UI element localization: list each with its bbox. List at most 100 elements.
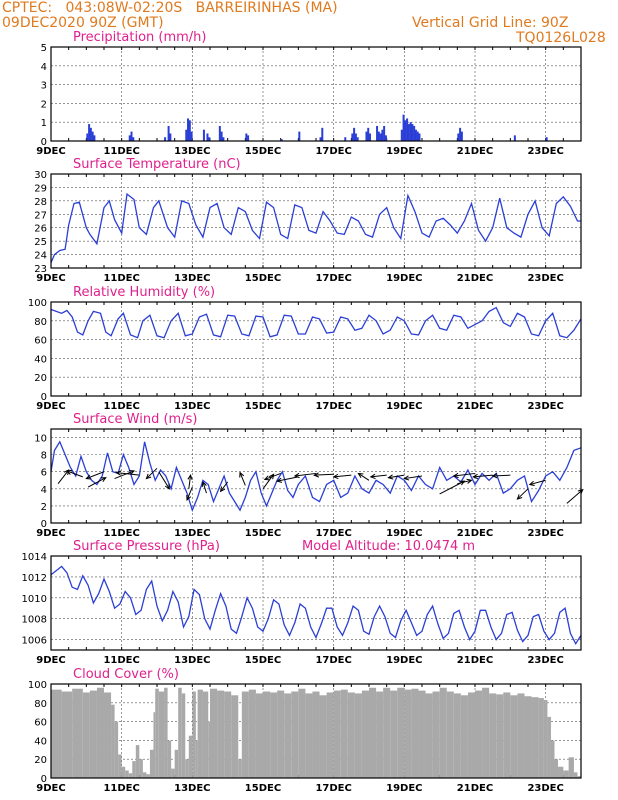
precip-bar	[457, 133, 460, 141]
header-datetime: 09DEC2020 90Z (GMT)	[2, 15, 164, 31]
wind-vector	[116, 472, 140, 476]
x-tick-label: 19DEC	[386, 655, 422, 666]
cloud-bar	[195, 740, 198, 778]
cloud-bar	[538, 698, 544, 778]
y-tick-label: 8	[41, 451, 47, 462]
wind-vector	[66, 470, 83, 478]
x-tick-label: 21DEC	[457, 655, 493, 666]
cloud-bar	[390, 690, 398, 778]
cloud-bar	[51, 689, 62, 778]
cloud-bar	[418, 690, 426, 778]
precip-bar	[356, 137, 359, 141]
cloud-bar	[460, 695, 468, 778]
cloud-bar	[326, 692, 334, 778]
cloud-bar	[397, 687, 405, 778]
precip-bar	[298, 131, 301, 141]
precip-bar	[321, 127, 324, 141]
cloud-bar	[248, 689, 256, 778]
cloud-bar	[61, 691, 73, 778]
x-tick-label: 13DEC	[174, 401, 210, 412]
wind-vector	[186, 486, 193, 501]
precip-bar	[367, 127, 370, 141]
cloud-bar	[573, 772, 578, 778]
wind-vector	[87, 477, 107, 488]
y-tick-label: 0	[41, 519, 47, 530]
x-tick-label: 23DEC	[527, 783, 563, 794]
precip-bar	[190, 131, 193, 141]
wind-arrowhead	[145, 473, 152, 480]
cloud-bar	[547, 716, 551, 778]
cloud-bar	[376, 691, 384, 778]
x-tick-label: 17DEC	[315, 146, 351, 157]
cloud-bar	[125, 770, 129, 778]
cloud-bar	[224, 691, 232, 778]
x-tick-label: 17DEC	[315, 655, 351, 666]
wind-arrowhead	[387, 474, 394, 480]
x-tick-label: 17DEC	[315, 273, 351, 284]
x-tick-label: 13DEC	[174, 146, 210, 157]
y-tick-label: 100	[28, 298, 47, 309]
y-tick-label: 23	[34, 264, 47, 275]
y-tick-label: 29	[34, 183, 47, 194]
wind-series-line	[50, 440, 582, 513]
x-tick-label: 15DEC	[245, 528, 281, 539]
wind-vector	[457, 479, 472, 485]
x-tick-label: 23DEC	[527, 528, 563, 539]
x-tick-label: 9DEC	[36, 401, 65, 412]
cloud-bar	[354, 693, 362, 778]
x-tick-label: 13DEC	[174, 655, 210, 666]
cloud-bar	[135, 745, 140, 778]
y-tick-label: 2	[41, 502, 47, 513]
cloud-bar	[524, 696, 532, 778]
cloud-bar	[210, 688, 218, 778]
y-tick-label: 4	[41, 62, 47, 73]
cloud-bar	[208, 721, 210, 778]
cloud-bar	[146, 774, 150, 778]
cloud-bar	[333, 690, 341, 778]
cloud-bar	[577, 776, 581, 778]
wind-arrowhead	[452, 472, 459, 479]
cloud-bar	[453, 693, 461, 778]
precip-bar	[222, 137, 225, 141]
rh-title: Relative Humidity (%)	[73, 285, 215, 300]
cloud-bar	[178, 687, 182, 778]
precip-bar	[169, 133, 172, 141]
cloud-bar	[563, 770, 569, 778]
cloud-bar	[72, 688, 83, 778]
cloud-bar	[298, 688, 306, 778]
x-tick-label: 11DEC	[103, 273, 139, 284]
wind-arrowhead	[129, 470, 136, 475]
rh-frame	[50, 301, 582, 397]
x-tick-label: 11DEC	[103, 655, 139, 666]
cloud-bar	[340, 689, 348, 778]
x-tick-label: 15DEC	[245, 273, 281, 284]
cloud-bar	[543, 699, 548, 778]
x-tick-label: 11DEC	[103, 528, 139, 539]
y-tick-label: 0	[41, 137, 47, 148]
cloud-bar	[118, 754, 122, 778]
wind-vector	[333, 474, 352, 478]
wind-arrowhead	[528, 480, 535, 486]
x-tick-label: 23DEC	[527, 401, 563, 412]
y-tick-label: 80	[34, 317, 47, 328]
precip-bar	[459, 127, 462, 141]
precip-bar	[185, 129, 188, 141]
temp-title: Surface Temperature (nC)	[73, 157, 241, 172]
wind-vector	[517, 488, 529, 500]
cloud-bar	[369, 687, 377, 778]
wind-arrowhead	[276, 477, 283, 483]
x-tick-label: 17DEC	[315, 528, 351, 539]
cloud-bar	[82, 692, 90, 778]
y-tick-label: 20	[34, 373, 47, 384]
x-tick-label: 17DEC	[315, 783, 351, 794]
cloud-bar	[489, 693, 497, 778]
cloud-bar	[568, 757, 574, 778]
x-tick-label: 21DEC	[457, 146, 493, 157]
x-tick-label: 21DEC	[457, 273, 493, 284]
precip-bar	[344, 137, 347, 141]
y-tick-label: 24	[34, 251, 47, 262]
wind-arrowhead	[115, 470, 122, 476]
precip-bar	[513, 135, 516, 141]
wind-arrowhead	[263, 475, 270, 481]
